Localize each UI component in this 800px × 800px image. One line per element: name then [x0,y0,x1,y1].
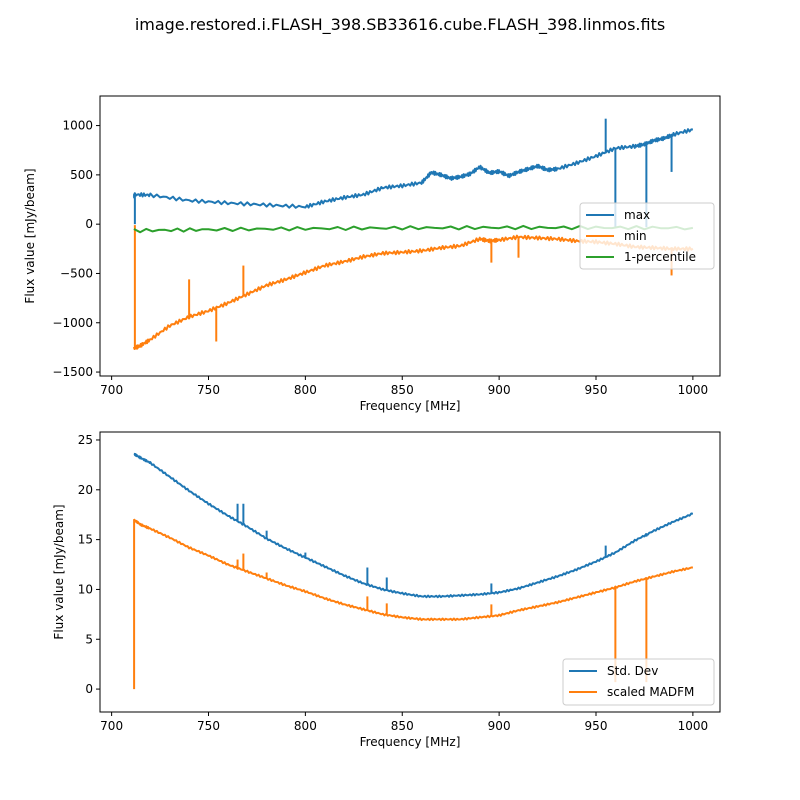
legend-label-std-dev: Std. Dev [607,664,658,678]
x-tick-label: 750 [197,719,220,733]
series-line-scaled-madfm [132,518,693,622]
y-tick-label: 20 [78,483,93,497]
figure-title: image.restored.i.FLASH_398.SB33616.cube.… [135,15,665,35]
legend-box [579,202,715,270]
x-tick-label: 750 [197,383,220,397]
x-tick-label: 700 [100,719,123,733]
y-tick-label: 0 [85,217,93,231]
legend-label-1-percentile: 1-percentile [624,250,696,264]
legend-label-max: max [624,208,650,222]
y-tick-label: −500 [60,266,93,280]
y-axis-label: Flux value [mJy/beam] [23,168,37,303]
x-tick-label: 1000 [678,383,709,397]
top-chart: 700 750 800 850 900 950 1000 −1500 −1000 −500 0 500… [23,95,721,413]
y-axis-label: Flux value [mJy/beam] [52,504,66,639]
x-tick-label: 800 [294,383,317,397]
y-tick-label: 500 [70,168,93,182]
y-tick-label: 0 [85,682,93,696]
x-tick-label: 900 [488,383,511,397]
series-line-max [132,128,693,209]
y-tick-label: 1000 [62,119,93,133]
legend-label-min: min [624,229,647,243]
x-tick-label: 1000 [678,719,709,733]
series-line-std-dev [133,452,694,599]
legend-box [562,658,715,706]
x-axis-label: Frequency [MHz] [360,399,461,413]
x-tick-label: 850 [391,719,414,733]
y-tick-label: 10 [78,582,93,596]
x-tick-label: 700 [100,383,123,397]
bottom-chart: 700 750 800 850 900 950 1000 0 5 10 15 20 25 Frequenc… [52,431,721,749]
y-tick-label: 15 [78,533,93,547]
legend: max min 1-percentile [579,202,715,270]
x-tick-label: 850 [391,383,414,397]
legend: Std. Dev scaled MADFM [562,658,715,706]
y-tick-label: −1000 [52,316,93,330]
x-axis-label: Frequency [MHz] [360,735,461,749]
y-tick-label: 5 [85,632,93,646]
x-tick-label: 950 [585,719,608,733]
legend-label-scaled-madfm: scaled MADFM [607,685,694,699]
series-group [132,452,694,690]
axes-frame [99,95,721,377]
y-tick-label: −1500 [52,365,93,379]
axes-frame [99,431,721,713]
x-tick-label: 900 [488,719,511,733]
y-tick-label: 25 [78,433,93,447]
x-tick-label: 950 [585,383,608,397]
x-tick-label: 800 [294,719,317,733]
